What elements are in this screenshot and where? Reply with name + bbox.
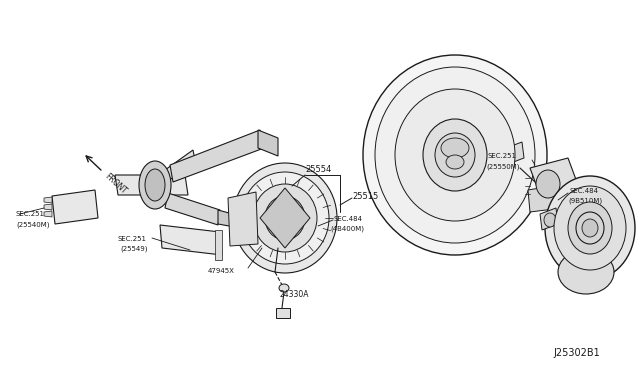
Ellipse shape — [241, 172, 329, 264]
Polygon shape — [218, 210, 240, 228]
Polygon shape — [530, 158, 578, 195]
Polygon shape — [115, 175, 188, 195]
Polygon shape — [44, 211, 52, 217]
Text: J25302B1: J25302B1 — [553, 348, 600, 358]
Polygon shape — [165, 193, 220, 225]
Text: FRONT: FRONT — [103, 171, 129, 196]
Ellipse shape — [363, 55, 547, 255]
Polygon shape — [52, 190, 98, 224]
Ellipse shape — [582, 219, 598, 237]
Text: SEC.251: SEC.251 — [16, 211, 45, 217]
Text: SEC.251: SEC.251 — [488, 153, 517, 159]
Ellipse shape — [395, 89, 515, 221]
Text: SEC.484: SEC.484 — [334, 216, 363, 222]
Polygon shape — [215, 230, 222, 260]
Polygon shape — [260, 188, 310, 248]
Polygon shape — [258, 130, 278, 156]
Text: (25550M): (25550M) — [486, 163, 520, 170]
Ellipse shape — [545, 176, 635, 280]
Ellipse shape — [536, 170, 560, 198]
Text: 24330A: 24330A — [280, 290, 310, 299]
Ellipse shape — [265, 196, 305, 240]
Ellipse shape — [568, 202, 612, 254]
Ellipse shape — [435, 133, 475, 177]
Polygon shape — [160, 225, 222, 255]
Text: SEC.251: SEC.251 — [118, 236, 147, 242]
Ellipse shape — [145, 169, 165, 201]
Text: 25515: 25515 — [352, 192, 378, 201]
Ellipse shape — [275, 207, 295, 229]
Ellipse shape — [139, 161, 171, 209]
Polygon shape — [528, 185, 562, 212]
Ellipse shape — [375, 67, 535, 243]
Polygon shape — [44, 204, 52, 210]
Polygon shape — [44, 197, 52, 203]
Polygon shape — [276, 308, 290, 318]
Ellipse shape — [446, 155, 464, 169]
Ellipse shape — [279, 284, 289, 292]
Ellipse shape — [544, 213, 556, 227]
Polygon shape — [506, 142, 524, 164]
Ellipse shape — [233, 163, 337, 273]
Text: 47945X: 47945X — [208, 268, 235, 274]
Text: (25549): (25549) — [120, 246, 147, 253]
Ellipse shape — [558, 250, 614, 294]
Ellipse shape — [554, 186, 626, 270]
Text: SEC.484: SEC.484 — [570, 188, 599, 194]
Polygon shape — [540, 208, 558, 230]
Ellipse shape — [253, 184, 317, 252]
Text: (4B400M): (4B400M) — [330, 226, 364, 232]
Polygon shape — [158, 150, 196, 185]
Polygon shape — [170, 130, 264, 182]
Text: (9B510M): (9B510M) — [568, 198, 602, 205]
Ellipse shape — [441, 138, 469, 158]
Text: (25540M): (25540M) — [16, 221, 49, 228]
Ellipse shape — [423, 119, 487, 191]
Polygon shape — [228, 192, 258, 246]
Text: 25554: 25554 — [305, 165, 332, 174]
